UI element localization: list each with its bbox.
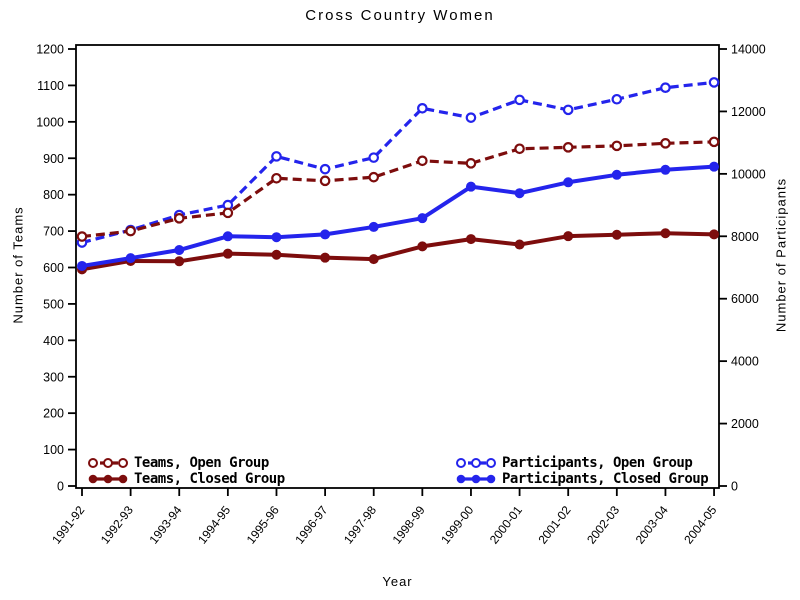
svg-text:1994-95: 1994-95	[195, 503, 233, 547]
svg-text:2003-04: 2003-04	[633, 503, 671, 547]
svg-text:1997-98: 1997-98	[341, 503, 379, 547]
svg-text:12000: 12000	[731, 105, 766, 119]
svg-text:1100: 1100	[37, 79, 64, 93]
svg-text:700: 700	[43, 225, 64, 239]
svg-text:4000: 4000	[731, 355, 759, 369]
svg-text:2001-02: 2001-02	[535, 503, 573, 547]
x-axis-title: Year	[382, 574, 413, 589]
svg-text:200: 200	[43, 407, 64, 421]
svg-text:1995-96: 1995-96	[244, 503, 282, 547]
svg-text:2004-05: 2004-05	[681, 503, 719, 547]
svg-text:1999-00: 1999-00	[438, 503, 476, 547]
svg-text:100: 100	[43, 443, 64, 457]
svg-text:800: 800	[43, 188, 64, 202]
legend-swatch-participants-closed-icon	[456, 474, 496, 483]
svg-text:1993-94: 1993-94	[146, 503, 184, 547]
svg-text:0: 0	[57, 480, 64, 494]
svg-text:8000: 8000	[731, 230, 759, 244]
svg-text:500: 500	[43, 297, 64, 311]
svg-text:1996-97: 1996-97	[292, 503, 330, 547]
legend-label-teams-closed: Teams, Closed Group	[134, 470, 285, 487]
svg-text:900: 900	[43, 152, 64, 166]
legend-entry-participants-closed: Participants, Closed Group	[456, 470, 709, 487]
legend-label-participants-open: Participants, Open Group	[502, 454, 693, 471]
svg-text:1998-99: 1998-99	[390, 503, 428, 547]
svg-text:10000: 10000	[731, 167, 766, 181]
svg-text:300: 300	[43, 370, 64, 384]
legend-swatch-participants-open-icon	[456, 457, 496, 468]
legend-label-teams-open: Teams, Open Group	[134, 454, 269, 471]
svg-text:2000: 2000	[731, 417, 759, 431]
svg-text:0: 0	[731, 480, 738, 494]
svg-text:14000: 14000	[731, 43, 766, 57]
svg-text:1200: 1200	[36, 43, 64, 57]
left-axis-title: Number of Teams	[10, 206, 26, 324]
svg-text:1000: 1000	[36, 115, 64, 129]
legend-entry-teams-closed: Teams, Closed Group	[88, 470, 285, 487]
svg-text:1991-92: 1991-92	[49, 503, 87, 547]
svg-text:6000: 6000	[731, 292, 759, 306]
right-axis-title: Number of Participants	[773, 177, 789, 333]
svg-text:600: 600	[43, 261, 64, 275]
legend-entry-participants-open: Participants, Open Group	[456, 454, 693, 471]
svg-text:400: 400	[43, 334, 64, 348]
legend-swatch-teams-closed-icon	[88, 474, 128, 483]
legend-swatch-teams-open-icon	[88, 457, 128, 468]
legend-entry-teams-open: Teams, Open Group	[88, 454, 269, 471]
legend-label-participants-closed: Participants, Closed Group	[502, 470, 709, 487]
chart-title: Cross Country Women	[305, 7, 495, 24]
svg-text:2002-03: 2002-03	[584, 503, 622, 547]
svg-text:2000-01: 2000-01	[487, 503, 525, 547]
svg-text:1992-93: 1992-93	[98, 503, 136, 547]
